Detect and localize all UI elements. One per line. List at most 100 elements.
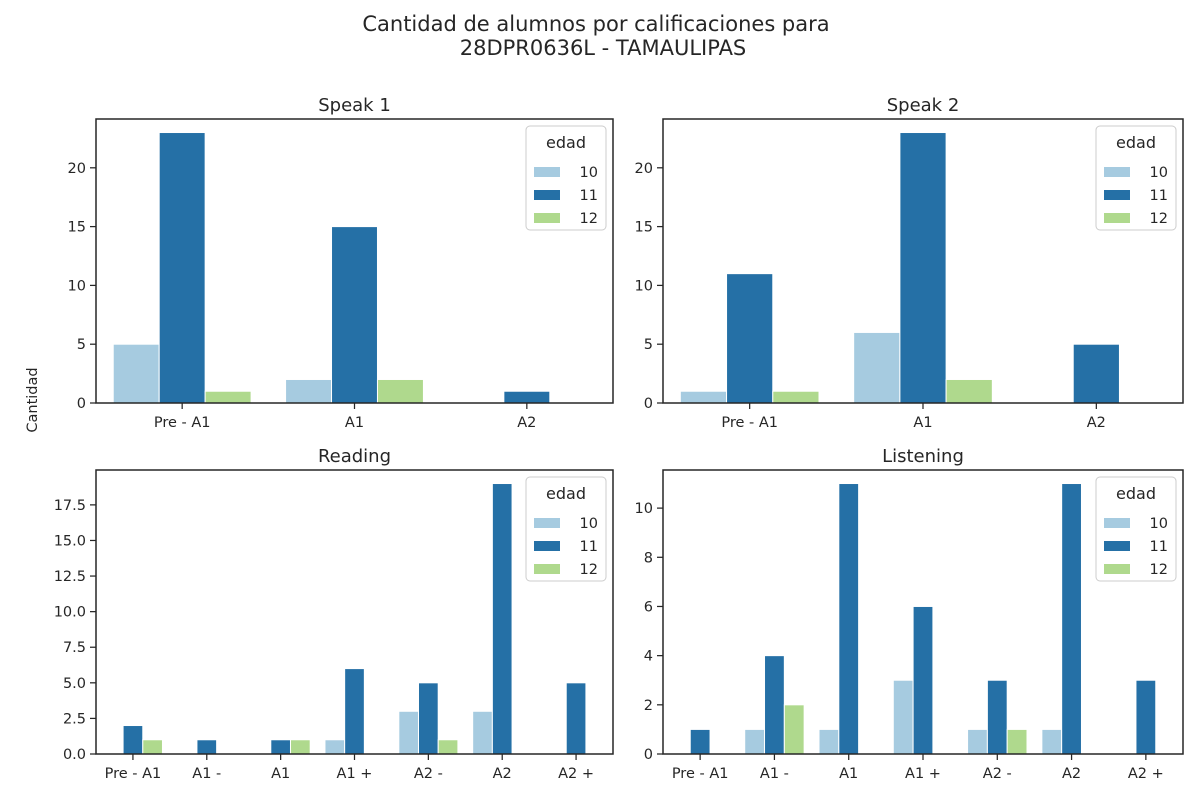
legend-entry: 10 xyxy=(1150,516,1168,532)
bar xyxy=(472,710,493,755)
legend: edad 10 11 12 xyxy=(525,125,607,231)
bar xyxy=(818,728,840,755)
legend-swatch xyxy=(534,190,560,200)
legend-entry: 11 xyxy=(580,539,598,555)
y-tick-label: 4 xyxy=(644,649,653,665)
y-tick-label: 10 xyxy=(68,278,86,294)
axes-frame xyxy=(662,469,1184,755)
subplot-title: Reading xyxy=(318,446,391,467)
legend-title: edad xyxy=(546,484,586,503)
axes-frame xyxy=(662,118,1184,404)
bar xyxy=(437,739,459,755)
y-tick-label: 0 xyxy=(644,396,653,412)
y-tick-label: 10 xyxy=(635,278,653,294)
bar xyxy=(726,273,774,404)
subplot-3: Reading 0.0 2.5 5.0 7.5 10.0 12.5 15.0 17.5 Pre -… xyxy=(54,446,614,782)
legend-entry: 12 xyxy=(580,562,598,578)
legend-swatch xyxy=(1104,541,1130,551)
legend-entry: 12 xyxy=(1150,211,1168,227)
bar xyxy=(491,483,513,755)
y-tick-label: 5 xyxy=(644,337,653,353)
y-tick-label: 15 xyxy=(635,220,653,236)
bar xyxy=(1135,679,1157,755)
y-tick-label: 10 xyxy=(635,501,653,517)
x-tick-label: A2 xyxy=(493,766,512,782)
axes-frame xyxy=(95,469,614,755)
y-tick-label: 10.0 xyxy=(54,605,86,621)
x-tick-label: A1 - xyxy=(192,766,221,782)
legend-entry: 12 xyxy=(580,211,598,227)
legend-frame xyxy=(1095,476,1177,582)
figure-title-line2: 28DPR0636L - TAMAULIPAS xyxy=(460,36,747,60)
bar xyxy=(899,132,947,404)
x-tick-label: A2 - xyxy=(983,766,1012,782)
bar xyxy=(418,682,439,755)
bar xyxy=(270,739,291,755)
bar xyxy=(1061,483,1082,755)
bar xyxy=(744,728,766,755)
legend-entry: 11 xyxy=(1150,539,1168,555)
x-tick-label: A2 + xyxy=(1128,766,1164,782)
bar xyxy=(503,390,551,404)
legend: edad 10 11 12 xyxy=(1095,476,1177,582)
subplot-title: Speak 2 xyxy=(887,95,960,116)
bar xyxy=(679,390,728,404)
bar xyxy=(204,390,252,404)
bar xyxy=(912,605,934,755)
bar xyxy=(772,390,820,404)
bar xyxy=(783,704,805,755)
y-tick-label: 0.0 xyxy=(63,747,86,763)
bar xyxy=(853,331,901,404)
bar xyxy=(892,679,914,755)
legend-swatch xyxy=(534,213,560,223)
y-tick-label: 0 xyxy=(644,747,653,763)
legend-entry: 10 xyxy=(580,516,598,532)
bar xyxy=(967,728,988,755)
bar xyxy=(945,378,993,404)
bar xyxy=(112,343,160,404)
y-tick-label: 5.0 xyxy=(63,676,86,692)
bar xyxy=(289,739,311,755)
bar xyxy=(838,483,860,755)
bar xyxy=(158,132,206,404)
axes-frame xyxy=(95,118,614,404)
legend-entry: 11 xyxy=(1150,188,1168,204)
x-tick-label: A1 xyxy=(913,415,932,431)
legend-entry: 10 xyxy=(1150,165,1168,181)
legend-entry: 11 xyxy=(580,188,598,204)
legend-swatch xyxy=(534,541,560,551)
legend-frame xyxy=(1095,125,1177,231)
bar xyxy=(196,739,218,755)
x-tick-label: A1 - xyxy=(760,766,789,782)
x-tick-label: A2 xyxy=(517,415,536,431)
bar xyxy=(285,378,333,404)
legend-swatch xyxy=(534,564,560,574)
bar xyxy=(1041,728,1063,755)
figure-title-line1: Cantidad de alumnos por calificaciones p… xyxy=(362,12,829,36)
x-tick-label: Pre - A1 xyxy=(105,766,162,782)
x-tick-label: A1 + xyxy=(905,766,941,782)
subplot-title: Speak 1 xyxy=(318,95,391,116)
bar xyxy=(1072,343,1120,404)
y-tick-label: 2 xyxy=(644,698,653,714)
x-tick-label: A1 xyxy=(271,766,290,782)
bar xyxy=(324,739,346,755)
y-tick-label: 5 xyxy=(77,337,86,353)
subplot-1: Speak 1 0 5 10 15 20 Pre - A1 A1 A2 edad 10 11 12 xyxy=(68,95,614,431)
legend-swatch xyxy=(1104,564,1130,574)
legend-frame xyxy=(525,476,607,582)
bar xyxy=(142,739,163,755)
legend-swatch xyxy=(1104,518,1130,528)
legend-swatch xyxy=(534,518,560,528)
y-axis-label: Cantidad xyxy=(25,367,41,432)
legend-entry: 10 xyxy=(580,165,598,181)
legend-title: edad xyxy=(1116,484,1156,503)
legend-entry: 12 xyxy=(1150,562,1168,578)
legend-swatch xyxy=(1104,190,1130,200)
bar xyxy=(331,226,378,404)
legend-title: edad xyxy=(546,133,586,152)
y-tick-label: 7.5 xyxy=(63,640,86,656)
bar xyxy=(689,728,711,755)
bar xyxy=(376,378,424,404)
